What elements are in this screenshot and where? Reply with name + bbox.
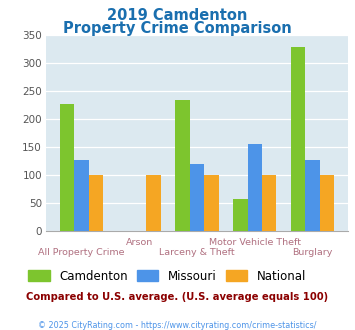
Bar xyxy=(147,175,161,231)
Bar xyxy=(74,160,89,231)
Bar xyxy=(60,104,74,231)
Text: Arson: Arson xyxy=(126,238,153,247)
Text: Motor Vehicle Theft: Motor Vehicle Theft xyxy=(209,238,301,247)
Bar xyxy=(320,175,334,231)
Text: Compared to U.S. average. (U.S. average equals 100): Compared to U.S. average. (U.S. average … xyxy=(26,292,329,302)
Bar xyxy=(291,47,305,231)
Text: Property Crime Comparison: Property Crime Comparison xyxy=(63,21,292,36)
Bar xyxy=(190,164,204,231)
Bar xyxy=(204,175,219,231)
Bar xyxy=(233,199,247,231)
Text: Burglary: Burglary xyxy=(292,248,333,257)
Bar xyxy=(89,175,103,231)
Text: Larceny & Theft: Larceny & Theft xyxy=(159,248,235,257)
Bar xyxy=(247,144,262,231)
Text: © 2025 CityRating.com - https://www.cityrating.com/crime-statistics/: © 2025 CityRating.com - https://www.city… xyxy=(38,321,317,330)
Bar xyxy=(305,160,320,231)
Text: 2019 Camdenton: 2019 Camdenton xyxy=(107,8,248,23)
Text: All Property Crime: All Property Crime xyxy=(38,248,125,257)
Bar xyxy=(175,100,190,231)
Legend: Camdenton, Missouri, National: Camdenton, Missouri, National xyxy=(24,265,311,287)
Bar xyxy=(262,175,277,231)
